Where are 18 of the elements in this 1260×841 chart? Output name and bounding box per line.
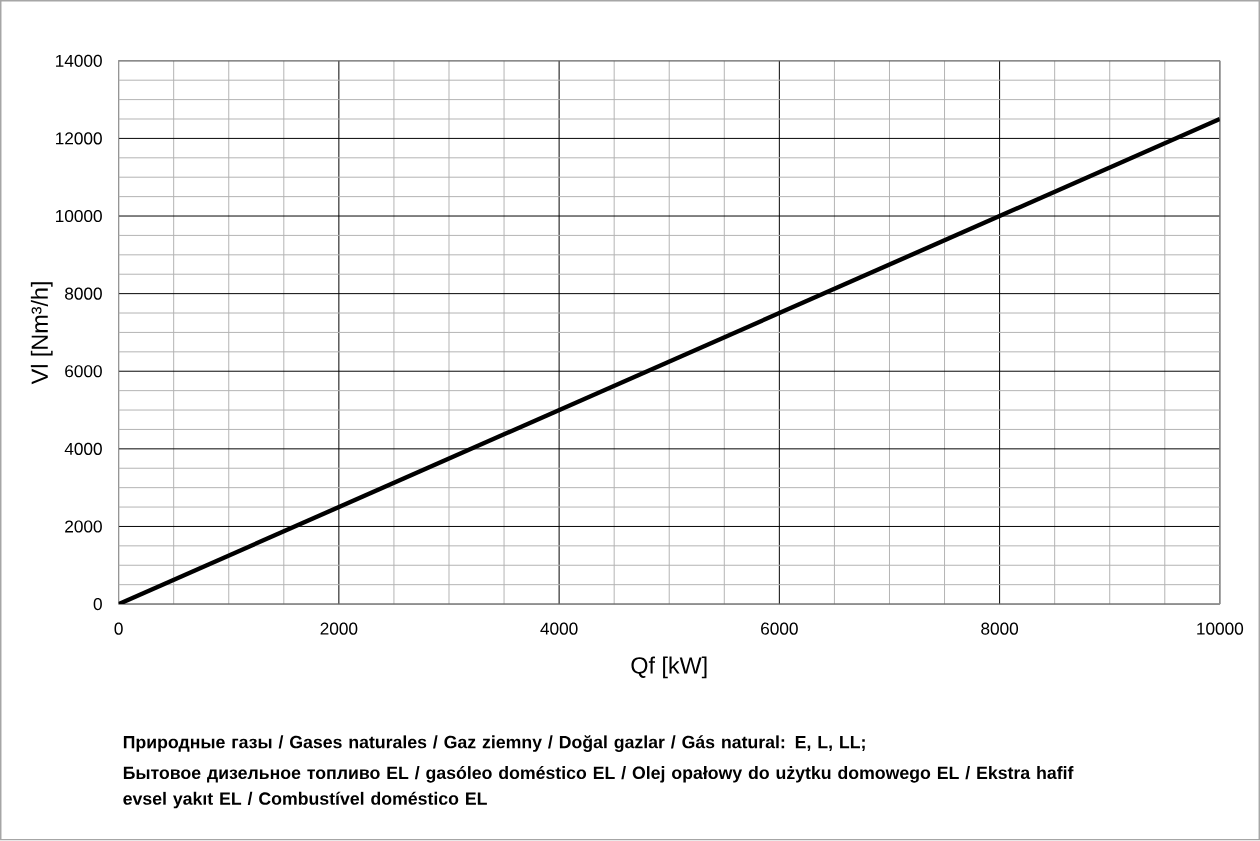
y-tick-label: 6000: [65, 365, 102, 378]
y-tick-label: 8000: [65, 287, 102, 300]
y-tick-label: 10000: [56, 210, 102, 223]
x-tick-label: 8000: [981, 622, 1019, 635]
y-axis-title: Vl [Nm³/h]: [30, 282, 53, 385]
x-tick-label: 0: [114, 622, 123, 635]
x-axis-title: Qf [kW]: [631, 656, 707, 679]
y-tick-label: 4000: [64, 443, 102, 456]
x-tick-label: 10000: [1197, 622, 1244, 635]
x-tick-label: 4000: [540, 622, 578, 635]
y-tick-label: 12000: [56, 132, 102, 145]
text: Природные газы / Gases naturales / Gaz ziemny / Doğal gazlar / Gás natural: E, L, LL;: [123, 735, 865, 753]
y-tick-label: 2000: [65, 520, 102, 533]
text: Бытовое дизельное топливо EL / gasóleo doméstico EL / Olej opałowy do użytku domowego EL / Ekstra hafif evsel yakıt EL / Combustível doméstico EL: [123, 766, 1074, 809]
y-tick-label: 14000: [56, 54, 102, 68]
y-tick-label: 0: [93, 598, 102, 611]
x-tick-label: 6000: [761, 622, 798, 635]
x-tick-label: 2000: [320, 622, 358, 635]
